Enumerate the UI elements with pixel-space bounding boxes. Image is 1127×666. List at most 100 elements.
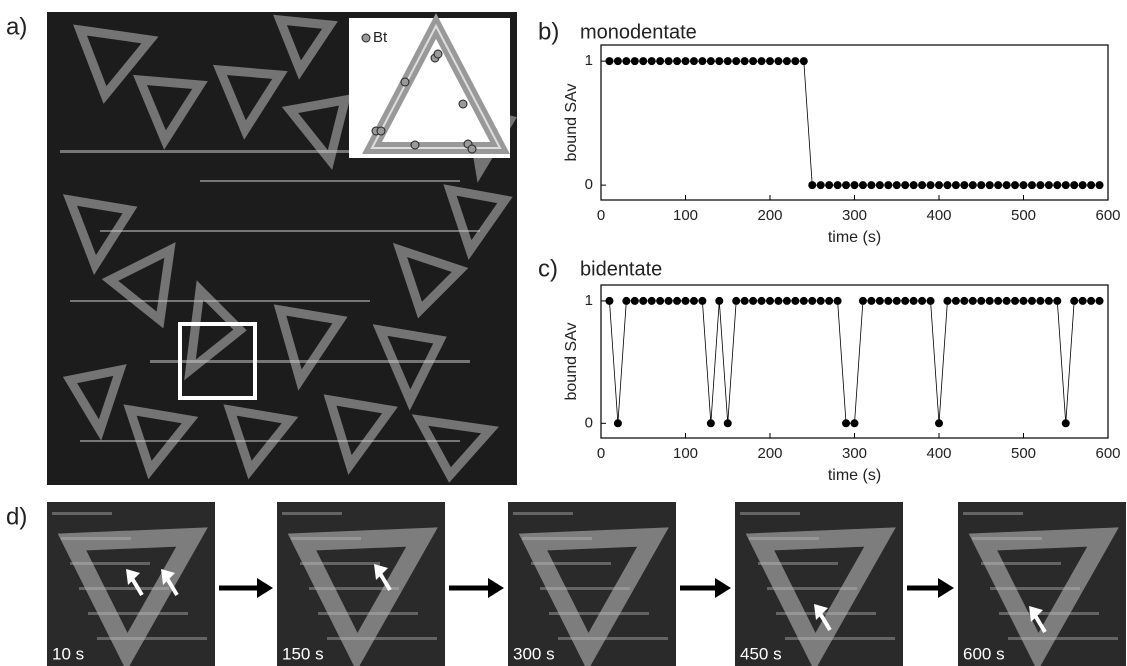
pointer-arrow-head	[126, 569, 140, 585]
data-point	[732, 57, 741, 66]
data-point	[994, 296, 1003, 305]
scan-noise	[972, 537, 1042, 540]
x-tick-label: 0	[597, 445, 605, 462]
data-point	[960, 181, 969, 190]
data-point	[977, 181, 986, 190]
data-point	[1044, 181, 1053, 190]
data-point	[630, 296, 639, 305]
x-tick-label: 200	[757, 445, 782, 462]
data-point	[799, 57, 808, 66]
x-tick-label: 0	[597, 207, 605, 224]
data-point	[951, 296, 960, 305]
data-point	[1036, 296, 1045, 305]
data-point	[968, 296, 977, 305]
chart-title: bidentate	[580, 258, 662, 280]
data-point	[639, 57, 648, 66]
data-line	[609, 300, 1100, 424]
data-point	[935, 181, 943, 190]
sequence-arrow-head	[488, 578, 504, 598]
x-tick-label: 500	[1011, 445, 1036, 462]
data-point	[994, 181, 1003, 190]
plot-frame	[600, 284, 1109, 439]
data-point	[647, 296, 656, 305]
scan-noise	[767, 587, 857, 590]
data-point	[613, 419, 622, 428]
panel-label: b)	[538, 18, 559, 45]
data-point	[639, 296, 648, 305]
data-point	[985, 181, 994, 190]
data-point	[698, 57, 707, 66]
data-point	[1027, 181, 1036, 190]
scan-noise	[981, 562, 1061, 565]
data-point	[977, 296, 986, 305]
data-point	[732, 296, 741, 305]
data-point	[842, 419, 851, 428]
data-point	[884, 296, 893, 305]
sequence-arrow-head	[715, 578, 731, 598]
data-point	[723, 57, 732, 66]
origami-triangle	[745, 527, 896, 666]
scan-noise	[522, 537, 592, 540]
data-point	[749, 296, 758, 305]
data-point	[1053, 181, 1062, 190]
data-point	[1019, 181, 1028, 190]
data-point	[613, 57, 622, 66]
scan-noise	[300, 562, 380, 565]
frame-time: 300 s	[513, 644, 555, 663]
data-point	[909, 181, 918, 190]
origami-triangle	[57, 527, 208, 666]
data-point	[1044, 296, 1053, 305]
x-tick-label: 100	[673, 445, 698, 462]
data-point	[1011, 296, 1020, 305]
data-point	[926, 296, 935, 305]
chart-title: monodentate	[580, 21, 697, 43]
scan-noise	[963, 512, 1023, 515]
data-point	[808, 181, 817, 190]
data-point	[951, 181, 960, 190]
data-point	[918, 296, 927, 305]
data-point	[757, 296, 766, 305]
y-tick-label: 1	[585, 52, 593, 69]
data-point	[1070, 181, 1079, 190]
data-point	[833, 296, 842, 305]
data-point	[656, 57, 665, 66]
frame-time: 600 s	[963, 644, 1005, 663]
x-tick-label: 300	[842, 207, 867, 224]
data-point	[1019, 296, 1028, 305]
data-point	[867, 181, 876, 190]
frame-time: 450 s	[740, 644, 782, 663]
data-point	[875, 296, 884, 305]
y-axis-label: bound SAv	[563, 323, 580, 401]
data-point	[774, 57, 783, 66]
data-point	[681, 57, 690, 66]
data-point	[605, 296, 614, 305]
data-point	[689, 57, 698, 66]
data-point	[740, 296, 749, 305]
data-point	[1053, 296, 1062, 305]
data-point	[892, 181, 901, 190]
x-tick-label: 500	[1011, 207, 1036, 224]
frame-time: 10 s	[52, 644, 84, 663]
data-point	[1061, 181, 1070, 190]
origami-triangle	[518, 527, 669, 666]
panel-label: a)	[6, 13, 27, 40]
scan-noise	[990, 587, 1080, 590]
data-point	[1078, 296, 1087, 305]
data-point	[605, 57, 614, 66]
scan-noise	[749, 537, 819, 540]
data-point	[985, 296, 994, 305]
data-point	[706, 57, 715, 66]
data-point	[1078, 181, 1087, 190]
x-axis-label: time (s)	[828, 467, 881, 484]
data-point	[757, 57, 766, 66]
panel-label: d)	[6, 503, 27, 530]
scan-noise	[540, 587, 630, 590]
data-point	[816, 296, 825, 305]
data-point	[647, 57, 656, 66]
scan-noise	[88, 612, 188, 615]
data-point	[715, 57, 724, 66]
x-tick-label: 400	[926, 207, 951, 224]
data-point	[656, 296, 665, 305]
scan-noise	[513, 512, 573, 515]
scan-noise	[79, 587, 169, 590]
